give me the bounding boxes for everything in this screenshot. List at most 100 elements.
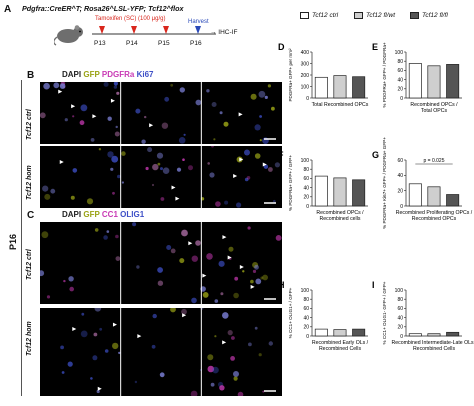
cell-nucleus [50,188,56,194]
p-value-annotation: p = 0.025 [424,158,445,164]
cell-nucleus [262,274,268,281]
chart-letter: D [278,42,285,52]
cell-nucleus [250,93,257,100]
y-tick-label: 0 [400,334,403,340]
cell-nucleus [263,164,269,169]
y-tick-label: 200 [301,73,310,79]
cell-nucleus [40,112,46,119]
cell-nucleus [144,115,147,119]
cell-nucleus [44,193,51,200]
arrowhead-marker [71,104,76,109]
arrowhead-marker [239,157,244,162]
x-axis-label: Recombined Intermediate-Late OLs / [391,340,474,346]
cell-nucleus [160,197,165,201]
arrowhead-marker [222,235,227,240]
cell-nucleus [94,228,99,232]
stain-dapi: DAPI [62,70,82,79]
cell-nucleus [267,84,271,88]
arrowhead-marker [92,114,97,119]
cell-nucleus [219,111,223,115]
legend-item-hom: Tcf12 fl/fl [410,12,448,19]
bar [446,194,460,207]
cell-nucleus [112,191,115,195]
x-axis-label: Recombined OPCs / [410,102,458,108]
cell-nucleus [215,201,221,207]
micrograph-c-ctrl [40,222,282,304]
arrowhead-marker [171,185,176,190]
bar [446,64,460,99]
cell-nucleus [260,276,264,280]
y-tick-label: 0 [306,204,309,210]
legend-label: Tcf12 fl/wt [366,12,396,19]
cell-nucleus [118,351,121,355]
cell-nucleus [273,199,276,203]
cell-nucleus [259,115,262,118]
cell-nucleus [46,295,51,299]
cell-nucleus [258,90,266,98]
cell-nucleus [233,292,239,299]
cell-nucleus [106,230,110,233]
cell-nucleus [113,85,118,89]
panel-c-letter: C [27,210,35,221]
cell-nucleus [262,390,265,393]
arrowhead-marker [137,334,142,339]
cell-nucleus [244,177,249,182]
cell-nucleus [268,167,273,172]
y-tick-label: 100 [301,158,310,164]
panel-c-stains: DAPI GFP CC1 OLIG1 [62,210,144,219]
chart-i: I % CC1+ OLIG1- GFP+ / GFP+ 0 20 40 60 80 100 Re… [372,280,474,352]
harvest-label: Harvest [188,19,209,25]
micrograph-cells [42,146,280,208]
cell-nucleus [96,389,100,394]
cell-nucleus [115,125,118,129]
cell-nucleus [80,330,88,338]
cell-nucleus [207,365,215,373]
cell-nucleus [254,124,261,131]
cell-nucleus [104,349,109,353]
x-axis-label: Recombined cells [320,216,361,222]
y-tick-label: 20 [397,325,403,331]
cell-nucleus [115,234,119,239]
day-label: P14 [126,40,138,47]
cell-nucleus [231,336,235,340]
cell-nucleus [116,91,120,95]
cell-nucleus [121,151,126,156]
day-label: P15 [158,40,170,47]
bar [427,186,441,207]
y-tick-label: 100 [395,50,404,56]
cell-nucleus [151,183,155,187]
legend-label: Tcf12 fl/fl [422,12,448,19]
stain-cc1: CC1 [101,210,118,219]
cell-nucleus [228,246,234,252]
chart-g: G% PDGFRa+ Ki67+ GFP+ / PDGFRa+ GFP+ 0 20 4… [372,137,473,229]
arrowhead-marker [110,98,115,103]
cell-nucleus [162,167,170,174]
cell-nucleus [244,149,250,156]
y-tick-label: 0 [306,96,309,102]
y-tick-label: 40 [397,173,403,179]
cell-nucleus [179,87,185,93]
timeline [92,26,216,35]
day-label: P13 [94,40,106,47]
x-axis-label: Recombined Proliferating OPCs / [396,210,473,216]
cell-nucleus [80,104,88,112]
chart-letter: E [372,42,378,52]
micrograph-cells [60,308,276,396]
cell-nucleus [212,366,219,374]
bar [427,65,441,99]
cell-nucleus [61,371,65,374]
cell-nucleus [72,168,78,173]
chart-e: E % PDGFRa+ GFP+ / PDGFRa+ 0 20 40 60 80 100 Rec… [372,42,462,114]
cell-nucleus [179,258,185,264]
age-label: P16 [8,233,18,250]
x-axis-label: Recombined Cells [319,346,362,352]
y-tick-label: 40 [303,315,309,321]
cell-nucleus [94,308,102,312]
y-tick-label: 20 [397,87,403,93]
stain-pdgfra: PDGFRa [101,70,135,79]
arrowhead-marker [262,162,267,167]
bar [427,333,441,337]
cell-nucleus [63,279,66,283]
cell-nucleus [181,308,187,315]
cell-nucleus [161,122,169,129]
